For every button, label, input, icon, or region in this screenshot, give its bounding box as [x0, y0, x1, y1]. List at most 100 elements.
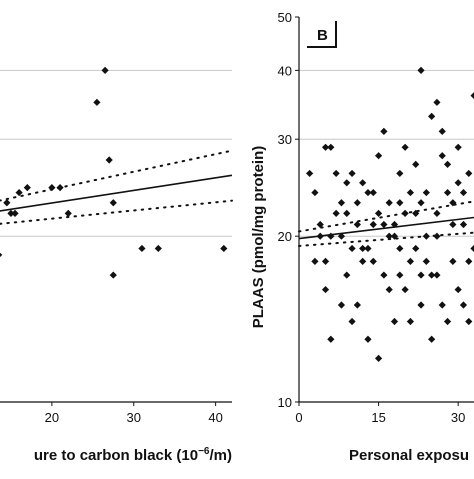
data-point	[396, 244, 404, 253]
regression-line	[0, 174, 233, 212]
data-point	[406, 317, 415, 326]
data-point	[449, 220, 457, 229]
x-tick-label: 15	[371, 410, 385, 425]
data-point	[412, 244, 420, 253]
data-point	[374, 354, 383, 362]
panel-b-x-axis-title: Personal exposu	[349, 447, 469, 464]
data-point	[93, 98, 101, 106]
data-point	[316, 220, 324, 229]
panel-a: 20 30 40 ure to carbon black (10−6/m)	[0, 66, 233, 464]
data-point	[3, 199, 11, 207]
data-point	[470, 244, 474, 252]
data-point	[443, 317, 452, 326]
data-point	[433, 232, 441, 240]
panel-b-y-axis-title: PLAAS (pmol/mg protein)	[250, 146, 267, 329]
data-point	[220, 244, 228, 253]
data-point	[311, 188, 319, 197]
x-title-superscript: −6	[198, 446, 210, 457]
data-point	[369, 188, 377, 197]
data-point	[470, 92, 474, 100]
data-point	[449, 257, 457, 265]
y-tick-label: 50	[278, 10, 292, 25]
data-point	[359, 244, 367, 253]
data-point	[385, 232, 393, 240]
data-point	[433, 271, 441, 279]
data-point	[343, 179, 351, 187]
data-point	[306, 169, 314, 178]
data-point	[422, 232, 430, 240]
data-point	[465, 257, 473, 265]
data-point	[454, 179, 462, 187]
ci-lower-line	[0, 199, 233, 225]
data-point	[321, 143, 330, 151]
panel-letter: B	[317, 27, 328, 44]
data-point	[417, 301, 425, 309]
ci-upper-line	[0, 149, 233, 202]
data-point	[417, 199, 425, 207]
x-tick-label: 40	[208, 410, 222, 425]
data-point	[321, 257, 330, 265]
data-point	[353, 199, 361, 207]
data-point	[422, 257, 430, 265]
data-point	[380, 127, 388, 135]
data-point	[327, 232, 335, 240]
data-point	[56, 184, 64, 192]
data-point	[459, 188, 468, 197]
data-point	[154, 244, 162, 253]
data-point	[390, 232, 399, 240]
data-point	[396, 199, 404, 207]
data-point	[380, 220, 388, 229]
data-point	[348, 244, 356, 253]
panel-b-points	[306, 66, 474, 362]
data-point	[401, 285, 409, 294]
panel-letter-background	[307, 21, 337, 47]
data-point	[64, 209, 72, 217]
ci-lower-line	[298, 231, 474, 247]
data-point	[396, 169, 404, 178]
x-tick-label: 30	[451, 410, 465, 425]
data-point	[369, 220, 377, 229]
data-point	[105, 156, 113, 164]
panel-a-confidence-band	[0, 149, 233, 225]
data-point	[412, 160, 420, 169]
data-point	[15, 188, 23, 197]
data-point	[332, 209, 340, 217]
x-title-text: ure to carbon black (10	[34, 447, 198, 464]
data-point	[332, 169, 340, 178]
panel-b-gridlines	[299, 69, 474, 237]
panel-a-regression	[0, 174, 233, 212]
data-point	[353, 301, 361, 309]
data-point	[337, 232, 346, 240]
y-tick-label: 40	[278, 63, 292, 78]
data-point	[438, 152, 446, 160]
data-point	[364, 335, 372, 343]
data-point	[443, 160, 452, 169]
data-point	[327, 143, 335, 151]
data-point	[343, 271, 351, 279]
data-point	[380, 271, 388, 279]
ci-upper-line	[298, 200, 474, 233]
data-point	[428, 112, 436, 120]
data-point	[23, 184, 31, 192]
panel-b-letter-box: B	[307, 21, 337, 48]
data-point	[454, 143, 462, 151]
data-point	[465, 317, 473, 326]
data-point	[459, 220, 468, 229]
data-point	[348, 317, 356, 326]
data-point	[109, 199, 117, 207]
panel-a-points	[0, 66, 228, 279]
data-point	[422, 188, 430, 197]
panel-a-tick-labels: 20 30 40	[45, 410, 223, 425]
data-point	[374, 209, 383, 217]
data-point	[364, 244, 372, 253]
data-point	[364, 188, 372, 197]
panel-b-tick-labels: 0 15 30 10 20 30 40 50	[278, 10, 466, 425]
panel-b-confidence-band	[298, 200, 474, 247]
data-point	[396, 271, 404, 279]
data-point	[7, 209, 15, 217]
data-point	[48, 184, 56, 192]
data-point	[417, 66, 425, 74]
data-point	[0, 252, 3, 258]
data-point	[412, 209, 420, 217]
x-title-suffix: /m)	[210, 447, 233, 464]
